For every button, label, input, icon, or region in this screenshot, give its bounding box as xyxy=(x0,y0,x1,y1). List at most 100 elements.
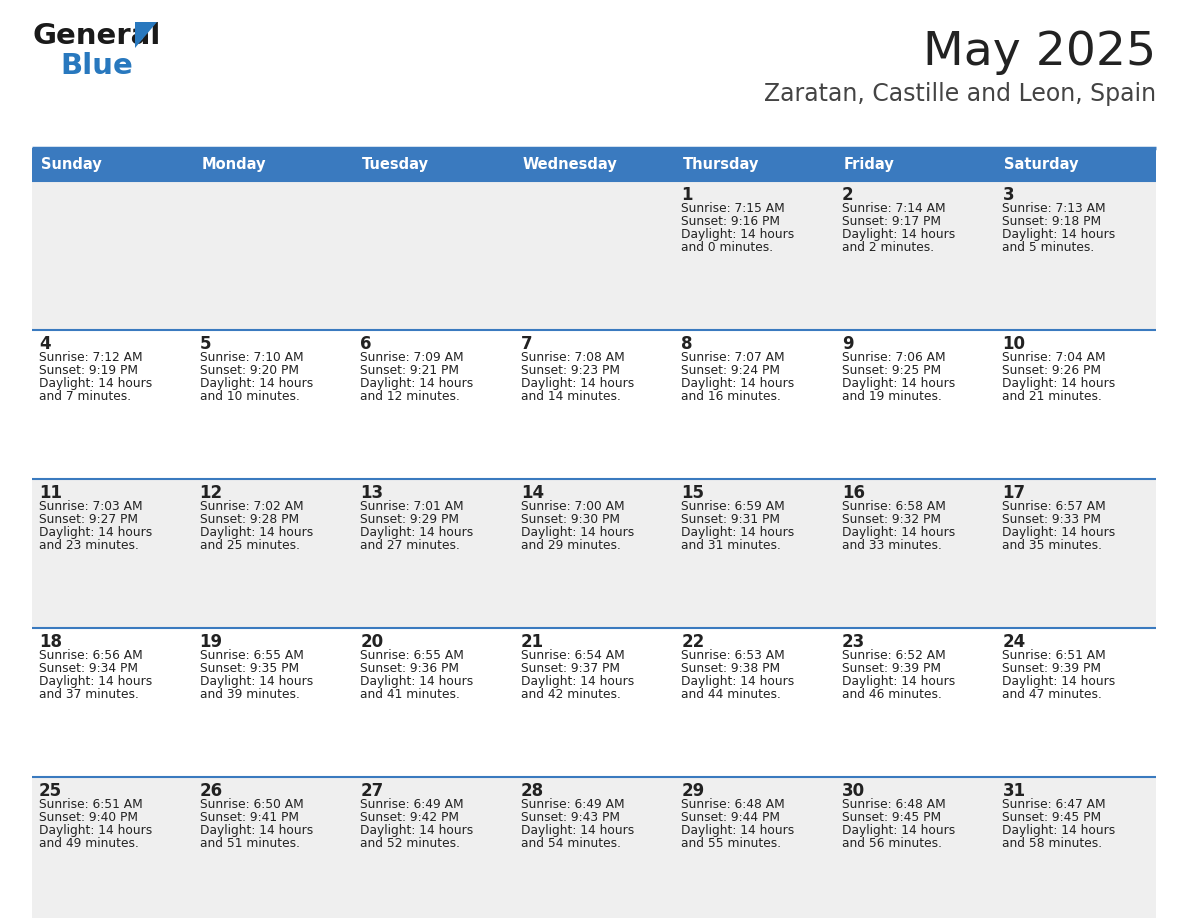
Text: and 2 minutes.: and 2 minutes. xyxy=(842,241,934,254)
Text: and 5 minutes.: and 5 minutes. xyxy=(1003,241,1094,254)
Text: Sunrise: 6:48 AM: Sunrise: 6:48 AM xyxy=(842,798,946,811)
Text: Daylight: 14 hours: Daylight: 14 hours xyxy=(681,824,795,837)
Text: Sunrise: 6:57 AM: Sunrise: 6:57 AM xyxy=(1003,500,1106,513)
Text: Sunset: 9:35 PM: Sunset: 9:35 PM xyxy=(200,662,298,675)
Text: General: General xyxy=(32,22,160,50)
Text: and 39 minutes.: and 39 minutes. xyxy=(200,688,299,701)
Text: 4: 4 xyxy=(39,335,51,353)
Text: Daylight: 14 hours: Daylight: 14 hours xyxy=(1003,675,1116,688)
Text: Sunrise: 7:03 AM: Sunrise: 7:03 AM xyxy=(39,500,143,513)
Text: Sunrise: 6:47 AM: Sunrise: 6:47 AM xyxy=(1003,798,1106,811)
Text: Sunset: 9:36 PM: Sunset: 9:36 PM xyxy=(360,662,459,675)
Bar xyxy=(32,330,1156,479)
Text: 25: 25 xyxy=(39,782,62,800)
Text: and 51 minutes.: and 51 minutes. xyxy=(200,837,299,850)
Text: Sunrise: 6:54 AM: Sunrise: 6:54 AM xyxy=(520,649,625,662)
Text: Sunset: 9:44 PM: Sunset: 9:44 PM xyxy=(681,811,781,824)
Text: Sunrise: 6:59 AM: Sunrise: 6:59 AM xyxy=(681,500,785,513)
Text: 19: 19 xyxy=(200,633,222,651)
Text: Daylight: 14 hours: Daylight: 14 hours xyxy=(39,526,152,539)
Text: Daylight: 14 hours: Daylight: 14 hours xyxy=(681,377,795,390)
Text: Daylight: 14 hours: Daylight: 14 hours xyxy=(1003,526,1116,539)
Text: Sunrise: 7:13 AM: Sunrise: 7:13 AM xyxy=(1003,202,1106,215)
Text: Daylight: 14 hours: Daylight: 14 hours xyxy=(360,824,473,837)
Text: Daylight: 14 hours: Daylight: 14 hours xyxy=(360,377,473,390)
Text: Sunset: 9:31 PM: Sunset: 9:31 PM xyxy=(681,513,781,526)
Text: Daylight: 14 hours: Daylight: 14 hours xyxy=(520,377,634,390)
Text: 16: 16 xyxy=(842,484,865,502)
Text: Daylight: 14 hours: Daylight: 14 hours xyxy=(200,377,312,390)
Text: and 21 minutes.: and 21 minutes. xyxy=(1003,390,1102,403)
Text: and 19 minutes.: and 19 minutes. xyxy=(842,390,942,403)
Text: and 25 minutes.: and 25 minutes. xyxy=(200,539,299,552)
Text: and 33 minutes.: and 33 minutes. xyxy=(842,539,942,552)
Text: 21: 21 xyxy=(520,633,544,651)
Text: Daylight: 14 hours: Daylight: 14 hours xyxy=(842,377,955,390)
Text: and 29 minutes.: and 29 minutes. xyxy=(520,539,620,552)
Text: and 49 minutes.: and 49 minutes. xyxy=(39,837,139,850)
Text: Monday: Monday xyxy=(202,157,266,172)
Text: Sunrise: 6:48 AM: Sunrise: 6:48 AM xyxy=(681,798,785,811)
Bar xyxy=(353,148,513,181)
Text: 24: 24 xyxy=(1003,633,1025,651)
Text: Sunrise: 7:02 AM: Sunrise: 7:02 AM xyxy=(200,500,303,513)
Text: and 7 minutes.: and 7 minutes. xyxy=(39,390,131,403)
Text: 8: 8 xyxy=(681,335,693,353)
Text: 1: 1 xyxy=(681,186,693,204)
Text: and 47 minutes.: and 47 minutes. xyxy=(1003,688,1102,701)
Text: 12: 12 xyxy=(200,484,222,502)
Text: Daylight: 14 hours: Daylight: 14 hours xyxy=(200,526,312,539)
Bar xyxy=(192,148,353,181)
Text: Sunset: 9:30 PM: Sunset: 9:30 PM xyxy=(520,513,620,526)
Text: Daylight: 14 hours: Daylight: 14 hours xyxy=(39,377,152,390)
Text: 2: 2 xyxy=(842,186,853,204)
Text: Daylight: 14 hours: Daylight: 14 hours xyxy=(360,675,473,688)
Text: and 14 minutes.: and 14 minutes. xyxy=(520,390,620,403)
Text: Sunrise: 6:52 AM: Sunrise: 6:52 AM xyxy=(842,649,946,662)
Text: Sunset: 9:17 PM: Sunset: 9:17 PM xyxy=(842,215,941,228)
Text: 14: 14 xyxy=(520,484,544,502)
Text: Sunrise: 7:06 AM: Sunrise: 7:06 AM xyxy=(842,351,946,364)
Text: and 44 minutes.: and 44 minutes. xyxy=(681,688,782,701)
Text: Sunset: 9:23 PM: Sunset: 9:23 PM xyxy=(520,364,620,377)
Text: Sunrise: 6:53 AM: Sunrise: 6:53 AM xyxy=(681,649,785,662)
Text: Sunset: 9:24 PM: Sunset: 9:24 PM xyxy=(681,364,781,377)
Text: and 0 minutes.: and 0 minutes. xyxy=(681,241,773,254)
Text: Daylight: 14 hours: Daylight: 14 hours xyxy=(842,675,955,688)
Text: Saturday: Saturday xyxy=(1004,157,1079,172)
Text: Daylight: 14 hours: Daylight: 14 hours xyxy=(681,675,795,688)
Text: and 54 minutes.: and 54 minutes. xyxy=(520,837,620,850)
Text: Sunset: 9:28 PM: Sunset: 9:28 PM xyxy=(200,513,298,526)
Text: Daylight: 14 hours: Daylight: 14 hours xyxy=(681,526,795,539)
Text: 10: 10 xyxy=(1003,335,1025,353)
Text: Sunrise: 6:50 AM: Sunrise: 6:50 AM xyxy=(200,798,303,811)
Text: Sunrise: 7:14 AM: Sunrise: 7:14 AM xyxy=(842,202,946,215)
Text: 17: 17 xyxy=(1003,484,1025,502)
Text: Wednesday: Wednesday xyxy=(523,157,618,172)
Text: Daylight: 14 hours: Daylight: 14 hours xyxy=(200,824,312,837)
Bar xyxy=(513,148,675,181)
Text: Sunset: 9:45 PM: Sunset: 9:45 PM xyxy=(842,811,941,824)
Text: Sunrise: 7:07 AM: Sunrise: 7:07 AM xyxy=(681,351,785,364)
Text: Sunrise: 7:12 AM: Sunrise: 7:12 AM xyxy=(39,351,143,364)
Text: Sunset: 9:38 PM: Sunset: 9:38 PM xyxy=(681,662,781,675)
Text: 5: 5 xyxy=(200,335,211,353)
Text: Sunrise: 6:58 AM: Sunrise: 6:58 AM xyxy=(842,500,946,513)
Text: Thursday: Thursday xyxy=(683,157,759,172)
Text: Sunrise: 6:55 AM: Sunrise: 6:55 AM xyxy=(200,649,303,662)
Text: Daylight: 14 hours: Daylight: 14 hours xyxy=(842,824,955,837)
Bar xyxy=(32,181,1156,330)
Bar xyxy=(32,479,1156,628)
Text: 29: 29 xyxy=(681,782,704,800)
Text: Sunrise: 7:09 AM: Sunrise: 7:09 AM xyxy=(360,351,463,364)
Text: Sunrise: 7:08 AM: Sunrise: 7:08 AM xyxy=(520,351,625,364)
Text: Sunset: 9:40 PM: Sunset: 9:40 PM xyxy=(39,811,138,824)
Text: 26: 26 xyxy=(200,782,222,800)
Text: and 23 minutes.: and 23 minutes. xyxy=(39,539,139,552)
Polygon shape xyxy=(135,22,157,48)
Text: Sunset: 9:16 PM: Sunset: 9:16 PM xyxy=(681,215,781,228)
Text: and 10 minutes.: and 10 minutes. xyxy=(200,390,299,403)
Text: Sunrise: 7:04 AM: Sunrise: 7:04 AM xyxy=(1003,351,1106,364)
Text: Sunset: 9:43 PM: Sunset: 9:43 PM xyxy=(520,811,620,824)
Text: Daylight: 14 hours: Daylight: 14 hours xyxy=(360,526,473,539)
